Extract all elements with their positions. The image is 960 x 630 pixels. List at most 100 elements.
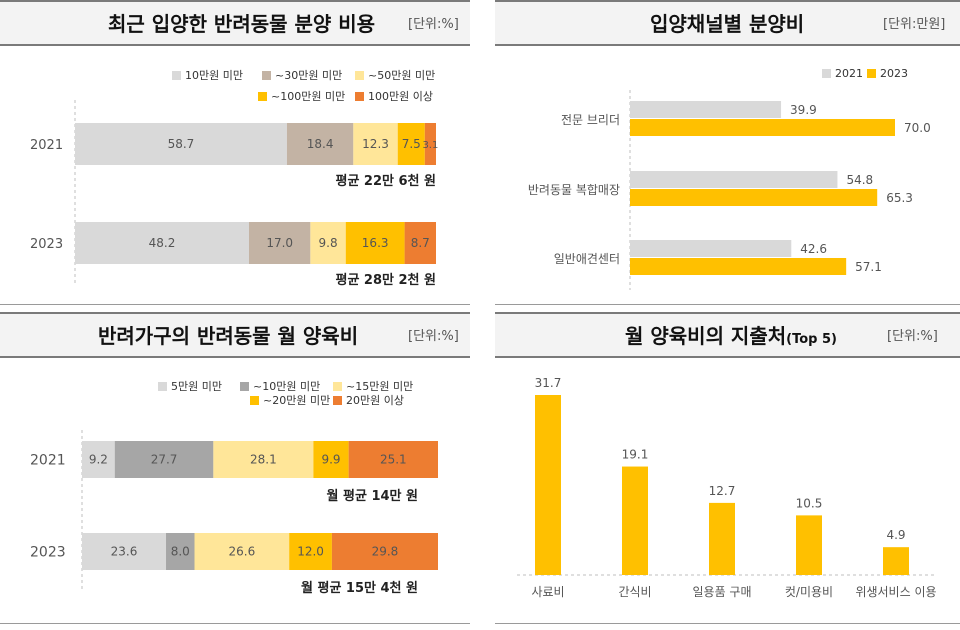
panel-channel-cost: 입양채널별 분양비 [단위:만원] 전문 브리더 39.9 70.0 반려동물 복합매… (495, 0, 960, 305)
panel-header (495, 0, 960, 46)
category-label: 사료비 (531, 585, 564, 599)
legend-label: 20만원 이상 (346, 394, 404, 407)
stacked-bar-chart: 2021 9.2 27.7 28.1 9.9 25.1 월 평균 14만 원 2023 23.6… (30, 430, 438, 596)
legend-item: 5만원 미만 (158, 378, 222, 394)
bar-segment (249, 222, 311, 264)
legend-label: ~50만원 미만 (368, 69, 436, 82)
panel-header (0, 312, 470, 358)
bar-segment (353, 123, 398, 165)
legend-item: ~50만원 미만 (355, 67, 435, 83)
category-label: 2021 (30, 453, 66, 469)
bar-segment (348, 441, 438, 478)
bar (630, 258, 847, 275)
data-label: 39.9 (790, 103, 817, 117)
data-label: 10.5 (796, 496, 823, 510)
legend-swatch (355, 70, 364, 80)
average-annotation: 월 평균 14만 원 (327, 488, 418, 504)
data-label: 29.8 (372, 545, 399, 559)
data-label: 9.2 (89, 453, 108, 467)
bar (796, 515, 822, 575)
legend-item: ~30만원 미만 (262, 67, 342, 83)
legend-swatch (240, 381, 249, 391)
data-label: 8.0 (171, 545, 190, 559)
legend-label: ~10만원 미만 (253, 380, 321, 393)
legend-item: 10만원 미만 (172, 67, 243, 83)
data-label: 26.6 (228, 545, 255, 559)
divider (495, 304, 960, 305)
category-label: 컷/미용비 (785, 585, 833, 599)
legend-swatch (355, 91, 364, 101)
category-label: 2023 (30, 237, 63, 252)
legend-item: ~20만원 미만 (250, 392, 330, 408)
data-label: 25.1 (380, 453, 407, 467)
category-label: 2021 (30, 138, 63, 153)
grouped-bar-chart: 전문 브리더 39.9 70.0 반려동물 복합매장 54.8 65.3 일반애견센터 42.… (528, 90, 931, 290)
data-label: 16.3 (362, 236, 389, 250)
title-text: 월 양육비의 지출처 (625, 324, 787, 348)
data-label: 17.0 (266, 236, 293, 250)
legend-item: 100만원 이상 (355, 88, 433, 104)
legend-label: ~30만원 미만 (275, 69, 343, 82)
bar-segment (82, 533, 167, 570)
legend-swatch (867, 69, 876, 78)
average-annotation: 평균 22만 6천 원 (335, 173, 436, 189)
panel-monthly-cost: 반려가구의 반려동물 월 양육비 [단위:%] 2021 9.2 27.7 28.1 9… (0, 312, 470, 624)
data-label: 9.9 (321, 453, 340, 467)
bar-segment (331, 533, 438, 570)
bar-segment (213, 441, 314, 478)
category-label: 간식비 (618, 585, 651, 599)
data-label: 3.1 (422, 140, 438, 151)
bar-segment (310, 222, 346, 264)
data-label: 31.7 (535, 376, 562, 390)
data-label: 8.7 (411, 236, 430, 250)
panel-title: 입양채널별 분양비 (650, 12, 805, 36)
unit-label: [단위:%] (887, 329, 938, 344)
legend-swatch (172, 70, 181, 80)
bar-segment (424, 123, 436, 165)
legend-swatch (250, 395, 259, 405)
category-label: 반려동물 복합매장 (528, 183, 620, 197)
average-annotation: 월 평균 15만 4천 원 (301, 580, 418, 596)
panel-adoption-cost: 최근 입양한 반려동물 분양 비용 [단위:%] 2021 58.7 18.4 12.… (0, 0, 470, 305)
bar-segment (194, 533, 290, 570)
data-label: 12.0 (297, 545, 324, 559)
panel-title: 반려가구의 반려동물 월 양육비 (98, 324, 359, 348)
data-label: 7.5 (402, 137, 421, 151)
bar (709, 502, 735, 575)
bar-segment (114, 441, 214, 478)
bar (535, 395, 561, 575)
legend-label: 100만원 이상 (368, 90, 433, 103)
data-label: 54.8 (846, 173, 873, 187)
legend-swatch (822, 69, 831, 78)
bar (883, 547, 909, 575)
average-annotation: 평균 28만 2천 원 (335, 272, 436, 288)
legend-item: ~100만원 미만 (258, 88, 345, 104)
category-label: 위생서비스 이용 (855, 585, 936, 599)
stacked-bar-chart: 2021 58.7 18.4 12.3 7.5 3.1 평균 22만 6천 원 2023 48.… (30, 100, 438, 288)
panel-title: 월 양육비의 지출처(Top 5) (625, 320, 837, 349)
bar (630, 101, 782, 118)
data-label: 70.0 (904, 121, 931, 135)
bar (622, 466, 648, 575)
category-label: 일용품 구매 (692, 585, 751, 599)
bar-segment (397, 123, 425, 165)
bar-segment (286, 123, 354, 165)
data-label: 9.8 (319, 236, 338, 250)
unit-label: [단위:만원] (883, 17, 946, 32)
panel-header (0, 0, 470, 46)
data-label: 4.9 (886, 528, 905, 542)
legend-swatch (333, 395, 342, 405)
legend-item: ~10만원 미만 (240, 378, 320, 394)
legend-swatch (333, 381, 342, 391)
data-label: 18.4 (307, 137, 334, 151)
legend-label: ~20만원 미만 (263, 394, 331, 407)
data-label: 23.6 (111, 545, 138, 559)
divider (0, 623, 470, 624)
legend-swatch (262, 70, 271, 80)
data-label: 27.7 (151, 453, 178, 467)
legend-label: ~15만원 미만 (346, 380, 414, 393)
panel-spending-top5: 월 양육비의 지출처(Top 5) [단위:%] 31.7 사료비 19.1 간식비 1… (495, 312, 960, 624)
bar (630, 240, 792, 257)
data-label: 42.6 (800, 242, 827, 256)
legend-item: 20만원 이상 (333, 392, 404, 408)
